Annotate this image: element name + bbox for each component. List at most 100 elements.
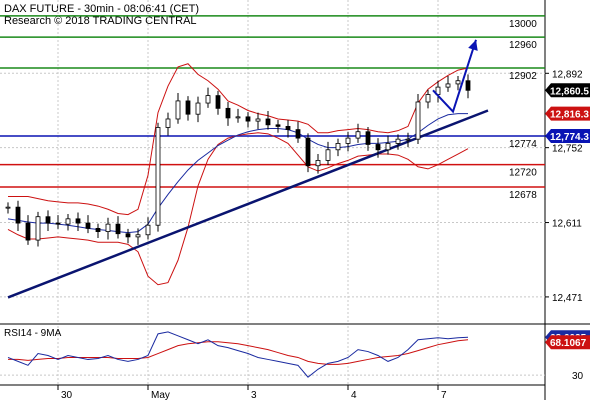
candle-body [455,80,461,85]
rsi-title: RSI14 - 9MA [4,328,62,339]
candle-body [15,206,21,224]
candle-body [225,107,231,119]
candle-body [405,138,411,141]
candle-body [115,223,121,235]
price-marker-last-price-box [545,83,590,98]
candle-body [205,95,211,104]
price-candle [395,134,401,150]
candle-body [265,118,271,126]
candle-body [165,118,171,128]
candle-body [325,149,331,161]
price-candle [135,228,141,245]
price-marker-last-price-text: 12,860.5 [550,86,589,97]
level-label-12960: 12960 [509,40,537,51]
price-candle [115,216,121,239]
bollinger-upper-line [8,63,469,216]
price-candle [415,94,421,144]
candle-body [25,222,31,241]
price-candle [425,89,431,109]
price-candle [195,96,201,123]
price-candle [145,217,151,240]
candle-body [215,95,221,109]
price-candle [355,123,361,143]
price-candle [335,138,341,157]
price-tick-label: 12,611 [552,219,582,230]
price-tick-label: 12,471 [552,293,583,304]
price-candle [285,120,291,138]
price-candle [315,154,321,174]
price-candle [405,132,411,148]
candle-body [55,222,61,225]
candle-body [355,131,361,139]
candle-body [305,137,311,167]
price-candle [385,135,391,155]
price-candle [295,121,301,143]
candle-body [125,233,131,238]
candle-body [395,138,401,144]
price-candle [15,200,21,232]
candle-body [295,129,301,139]
projection-path [432,39,477,114]
price-candle [245,112,251,128]
level-label-12902: 12902 [509,71,537,82]
candle-body [235,116,241,119]
level-label-12678: 12678 [509,190,537,201]
rsi-tick-label: 30 [572,371,584,382]
price-candle [95,223,101,238]
candle-body [415,101,421,140]
projection-arrow-group [432,39,478,114]
price-candle [125,228,131,244]
candle-body [5,206,11,209]
price-candle [215,90,221,115]
price-marker-moving-average-box [545,128,590,143]
time-tick-label: 3 [251,390,257,400]
candle-body [255,118,261,122]
price-marker-moving-average-text: 12,774.3 [550,132,589,143]
candle-body [45,216,51,224]
candle-body [245,116,251,122]
price-candle [105,217,111,240]
chart-credit: Research © 2018 TRADING CENTRAL [4,15,197,27]
price-candle [85,215,91,234]
candle-body [345,137,351,144]
price-candle [365,126,371,151]
price-candle [455,75,461,91]
candle-body [195,102,201,115]
price-candles [5,74,471,247]
price-candle [5,202,11,214]
price-candle [155,122,161,232]
price-candle [175,92,181,124]
price-candle [375,138,381,158]
time-axis: 30 May 3 4 7 [57,385,447,400]
rsi-line [7,331,469,378]
candle-body [75,218,81,224]
time-tick-label: 30 [61,390,73,400]
projection-arrowhead [468,39,478,51]
candle-body [365,131,371,145]
price-candle [305,133,311,173]
candle-body [335,143,341,151]
rsi-marker-rsi-ma: 68.1067 [545,335,590,350]
price-candle [445,75,451,92]
candle-body [85,222,91,229]
price-tick-label: 12,752 [552,144,583,155]
candle-body [175,100,181,120]
price-markers: 12,860.5 12,816.3 12,774.3 [545,83,590,143]
candle-body [155,127,161,226]
price-candle [435,80,441,103]
price-candle [255,112,261,130]
price-marker-upper-band-text: 12,816.3 [550,110,589,121]
candle-body [135,234,141,238]
price-axis: 12,471 12,611 12,752 12,892 [545,69,583,304]
level-label-12774: 12774 [509,139,537,150]
price-marker-upper-band-box [545,106,590,121]
candle-body [95,227,101,232]
level-label-13000: 13000 [509,19,537,30]
candle-body [445,83,451,88]
price-candle [235,108,241,123]
chart-title: DAX FUTURE - 30min - 08:06:41 (CET) [4,3,199,15]
candle-body [425,94,431,103]
indicator-lines [7,63,469,286]
candle-body [35,216,41,241]
price-candle [345,131,351,152]
